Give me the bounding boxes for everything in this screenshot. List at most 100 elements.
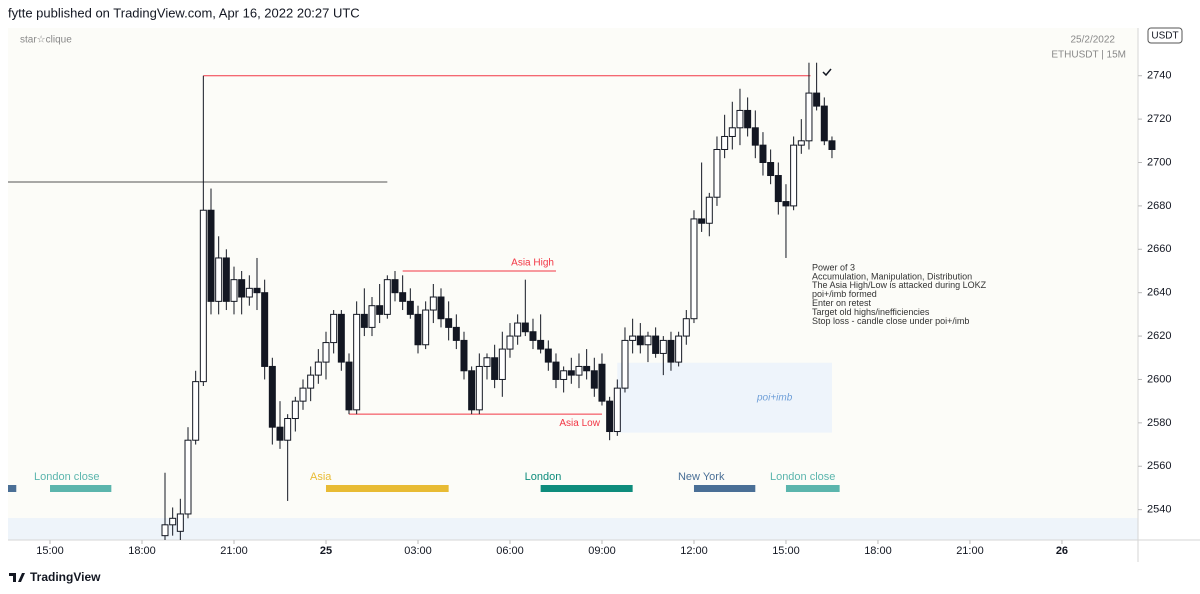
symbol: ETHUSDT | 15M — [1051, 50, 1126, 61]
candle-body — [314, 361, 322, 376]
note-line: Enter on retest — [812, 298, 872, 308]
x-tick-label: 12:00 — [680, 545, 708, 557]
currency: USDT — [1151, 31, 1178, 42]
candle-body — [560, 370, 568, 380]
candle-body — [337, 313, 345, 363]
session-label: London close — [34, 471, 99, 483]
plot-area — [8, 28, 1138, 540]
candle-body — [414, 313, 422, 346]
candle-body — [192, 381, 200, 441]
candle-body — [498, 348, 506, 380]
candle-body — [169, 517, 177, 526]
x-tick-label: 21:00 — [956, 545, 984, 557]
session-label: New York — [678, 471, 725, 483]
candle-body — [445, 318, 453, 328]
bottom-zone — [8, 518, 1138, 540]
candle-body — [751, 127, 759, 146]
x-tick-label: 15:00 — [772, 545, 800, 557]
candle-body — [774, 175, 782, 203]
candle-body — [828, 140, 836, 150]
candle-body — [575, 365, 583, 376]
candle-body — [284, 418, 292, 441]
x-tick-label: 18:00 — [128, 545, 156, 557]
candle-body — [368, 305, 376, 328]
candle-body — [245, 287, 253, 298]
session-label: London close — [770, 471, 835, 483]
candle-body — [506, 335, 514, 350]
plot: London close Asia London New York London clo… — [8, 62, 987, 540]
candle-body — [452, 326, 460, 341]
candle-body — [161, 524, 169, 537]
candle-body — [682, 318, 690, 337]
candle-body — [813, 92, 821, 107]
candle-body — [552, 361, 560, 380]
y-tick-label: 2720 — [1147, 113, 1171, 125]
session-bar — [8, 485, 17, 492]
note-line: Target old highs/inefficiencies — [812, 307, 930, 317]
date-label: 25/2/2022 — [1071, 35, 1116, 46]
candle-body — [790, 144, 798, 207]
candle-body — [330, 313, 338, 344]
footer-logo — [9, 573, 25, 582]
y-tick-label: 2700 — [1147, 156, 1171, 168]
header: fytte published on TradingView.com, Apr … — [8, 5, 360, 20]
candle-body — [238, 279, 246, 298]
candle-body — [606, 400, 614, 433]
candle-body — [475, 365, 483, 411]
y-tick-label: 2680 — [1147, 200, 1171, 212]
candle-body — [659, 339, 667, 354]
candle-body — [261, 292, 269, 367]
y-tick-label: 2740 — [1147, 70, 1171, 82]
level-label: Asia Low — [559, 418, 600, 429]
zone-label: poi+imb — [756, 392, 793, 403]
candle-body — [797, 140, 805, 146]
y-tick-label: 2540 — [1147, 504, 1171, 516]
candle-body — [207, 209, 215, 302]
x-tick-label: 15:00 — [36, 545, 64, 557]
candle-body — [429, 296, 437, 311]
y-tick-label: 2620 — [1147, 330, 1171, 342]
y-tick-label: 2640 — [1147, 287, 1171, 299]
candle-body — [322, 342, 330, 363]
candle-body — [705, 196, 713, 224]
candle-body — [820, 105, 828, 142]
note-line: Accumulation, Manipulation, Distribution — [812, 271, 972, 281]
candle-body — [613, 387, 621, 433]
note-line: Stop loss - candle close under poi+/imb — [812, 316, 969, 326]
candle-body — [744, 109, 752, 129]
session-bar — [325, 485, 449, 492]
check-icon — [822, 68, 832, 77]
candle-body — [483, 357, 491, 367]
candle-body — [299, 387, 307, 402]
session-bar — [50, 485, 112, 492]
candle-body — [422, 309, 430, 346]
note-line: The Asia High/Low is attacked during LOK… — [812, 280, 987, 290]
candle-body — [437, 296, 445, 320]
candle-body — [307, 374, 315, 389]
candle-body — [598, 363, 606, 402]
candle-body — [376, 305, 384, 315]
candle-body — [713, 148, 721, 198]
candle-body — [537, 339, 545, 350]
candle-body — [736, 109, 744, 129]
candle-body — [767, 162, 775, 177]
footer: TradingView — [30, 570, 101, 584]
candle-body — [460, 339, 468, 372]
candle-body — [759, 144, 767, 164]
y-tick-label: 2600 — [1147, 373, 1171, 385]
candle-body — [529, 331, 537, 341]
candle-body — [690, 218, 698, 320]
candle-body — [406, 300, 414, 315]
watermark: star☆clique — [20, 35, 72, 46]
y-tick-label: 2560 — [1147, 460, 1171, 472]
currency-box — [1147, 27, 1183, 44]
candle-body — [544, 348, 552, 363]
candle-body — [360, 313, 368, 328]
candle-body — [276, 426, 284, 441]
session-bar — [785, 485, 840, 492]
candle-body — [652, 335, 660, 354]
candle-body — [383, 279, 391, 315]
candle-body — [728, 127, 736, 137]
candle-body — [583, 365, 591, 372]
